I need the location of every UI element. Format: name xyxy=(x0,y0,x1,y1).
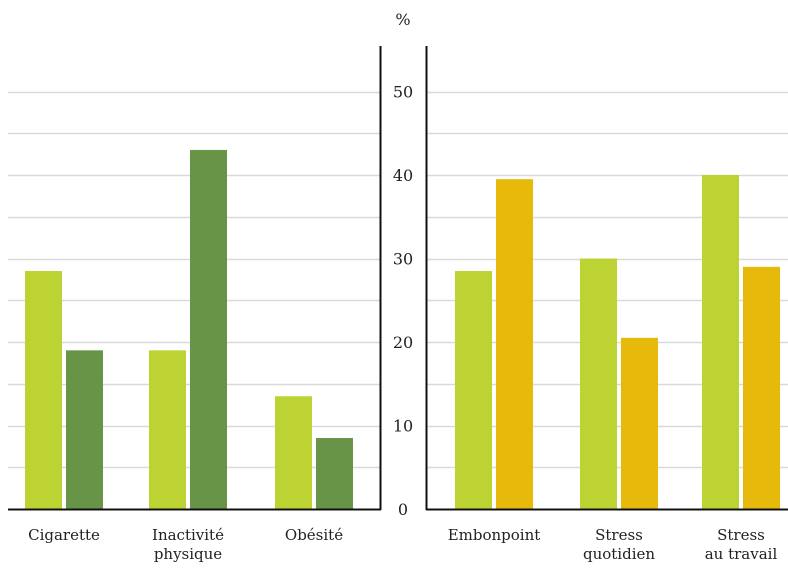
axes xyxy=(8,46,788,511)
category-label: Embonpoint xyxy=(448,526,541,544)
bar xyxy=(621,337,658,509)
y-axis-unit-label: % xyxy=(395,10,410,29)
bar xyxy=(190,149,227,509)
bar xyxy=(149,350,186,509)
y-tick-label: 40 xyxy=(393,166,413,185)
y-tick-labels: 0 10 20 30 40 50 xyxy=(393,83,413,520)
bar xyxy=(496,179,533,510)
bar xyxy=(580,258,617,509)
category-label: Cigarette xyxy=(28,526,100,544)
category-label: Stress xyxy=(595,526,643,544)
bar xyxy=(455,271,492,509)
category-label: quotidien xyxy=(583,545,655,563)
category-label: Stress xyxy=(717,526,765,544)
bars xyxy=(25,149,780,510)
bar xyxy=(316,438,353,509)
bar xyxy=(25,271,62,509)
y-tick-label: 20 xyxy=(393,333,413,352)
y-tick-label: 10 xyxy=(393,417,413,436)
y-tick-label: 0 xyxy=(398,500,408,519)
category-label: Inactivité xyxy=(152,526,224,544)
bar xyxy=(275,396,312,509)
gridlines xyxy=(8,91,788,469)
bar xyxy=(66,350,103,509)
bar xyxy=(743,266,780,509)
category-label: Obésité xyxy=(285,526,343,544)
category-label: physique xyxy=(154,545,222,563)
category-label: au travail xyxy=(705,545,778,563)
y-tick-label: 50 xyxy=(393,83,413,102)
y-tick-label: 30 xyxy=(393,250,413,269)
bar xyxy=(702,175,739,509)
